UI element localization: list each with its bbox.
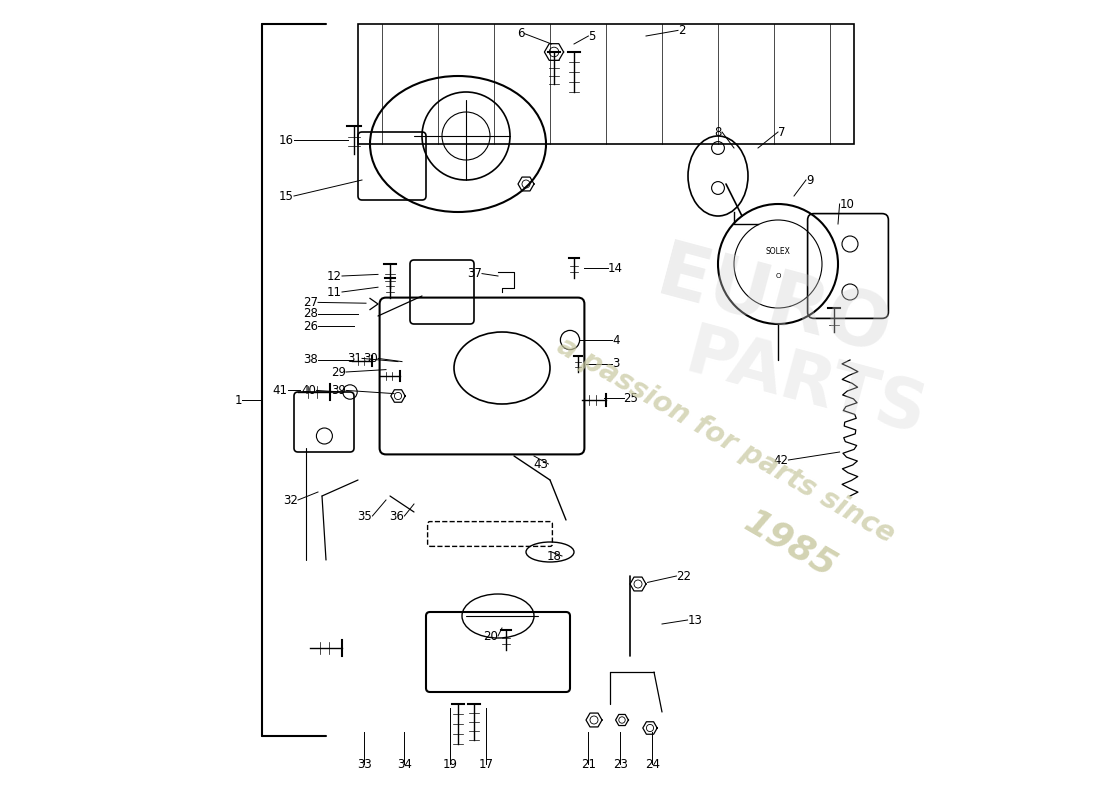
Text: 26: 26 <box>302 320 318 333</box>
Text: 38: 38 <box>304 354 318 366</box>
Text: 40: 40 <box>301 384 317 397</box>
Text: 5: 5 <box>588 30 596 42</box>
Text: 8: 8 <box>715 126 722 138</box>
Text: 4: 4 <box>613 334 620 346</box>
Text: 34: 34 <box>397 758 411 770</box>
Text: 15: 15 <box>279 190 294 202</box>
Text: 9: 9 <box>806 174 814 186</box>
Text: EURO: EURO <box>649 238 899 370</box>
Text: 7: 7 <box>778 126 785 138</box>
Text: 1: 1 <box>234 394 242 406</box>
Text: 6: 6 <box>517 27 525 40</box>
Text: 17: 17 <box>478 758 494 770</box>
Text: 27: 27 <box>302 296 318 309</box>
Text: 24: 24 <box>645 758 660 770</box>
Text: 11: 11 <box>327 286 342 298</box>
Text: 18: 18 <box>547 550 562 562</box>
Text: 3: 3 <box>613 358 619 370</box>
Text: 23: 23 <box>613 758 628 770</box>
Text: 41: 41 <box>273 384 287 397</box>
Text: 43: 43 <box>534 458 549 470</box>
Text: 28: 28 <box>304 307 318 320</box>
Text: 30: 30 <box>363 352 378 365</box>
Text: 31: 31 <box>348 352 362 365</box>
Text: 36: 36 <box>389 510 405 522</box>
Text: 20: 20 <box>483 630 498 642</box>
Text: 14: 14 <box>607 262 623 274</box>
Text: 37: 37 <box>468 267 482 280</box>
Text: 10: 10 <box>839 198 855 210</box>
Text: a passion for parts since: a passion for parts since <box>552 331 900 549</box>
Text: PARTS: PARTS <box>679 320 934 448</box>
Text: 1985: 1985 <box>738 504 842 584</box>
Text: O: O <box>776 273 781 279</box>
Text: 33: 33 <box>358 758 372 770</box>
Text: 39: 39 <box>331 384 346 397</box>
Text: 13: 13 <box>688 614 703 626</box>
Text: 22: 22 <box>676 570 692 582</box>
Text: SOLEX: SOLEX <box>766 247 791 257</box>
Text: 21: 21 <box>581 758 596 770</box>
Text: 2: 2 <box>678 24 685 37</box>
Text: 25: 25 <box>624 392 638 405</box>
Text: 32: 32 <box>283 494 298 506</box>
Text: 35: 35 <box>358 510 373 522</box>
Text: 42: 42 <box>773 454 789 466</box>
Text: 29: 29 <box>331 366 346 378</box>
Text: 12: 12 <box>327 270 342 282</box>
Text: 16: 16 <box>279 134 294 146</box>
Text: 19: 19 <box>442 758 458 770</box>
